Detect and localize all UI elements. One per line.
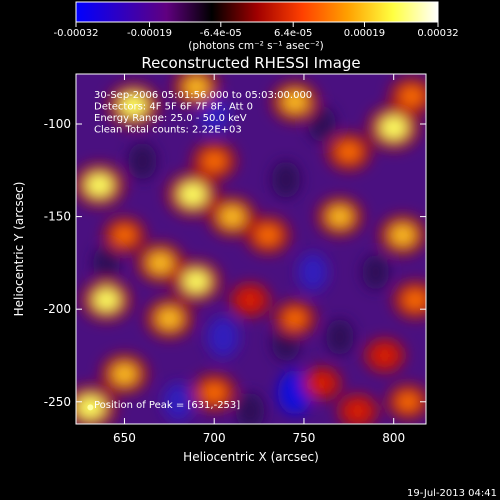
y-tick-label: -250 bbox=[44, 395, 71, 409]
info-line: Clean Total counts: 2.22E+03 bbox=[94, 125, 242, 136]
colorbar-tick-label: -6.4e-05 bbox=[200, 28, 242, 39]
intensity-blob bbox=[184, 76, 209, 98]
intensity-blob-negative bbox=[163, 382, 194, 421]
peak-marker bbox=[87, 404, 94, 411]
x-tick-label: 700 bbox=[203, 431, 226, 445]
intensity-blob bbox=[202, 382, 226, 403]
intensity-blob bbox=[284, 309, 306, 328]
intensity-blob bbox=[282, 91, 308, 113]
intensity-blob bbox=[311, 374, 332, 392]
intensity-blob bbox=[397, 392, 419, 411]
intensity-blob-negative bbox=[362, 254, 390, 290]
intensity-blob-negative bbox=[235, 392, 265, 424]
colorbar-tick-label: -0.00019 bbox=[127, 28, 172, 39]
x-tick-label: 800 bbox=[382, 431, 405, 445]
colorbar-tick-label: -0.00032 bbox=[54, 28, 99, 39]
x-tick-label: 750 bbox=[292, 431, 315, 445]
intensity-blob bbox=[347, 402, 369, 420]
chart-title: Reconstructed RHESSI Image bbox=[141, 54, 360, 72]
plot-frame bbox=[75, 73, 427, 425]
y-axis-label: Heliocentric Y (arcsec) bbox=[12, 182, 26, 317]
intensity-blob bbox=[156, 307, 182, 330]
intensity-blob bbox=[239, 291, 261, 309]
intensity-blob-negative bbox=[92, 245, 121, 281]
y-tick-label: -200 bbox=[44, 302, 71, 316]
peak-position-label: Position of Peak = [631,-253] bbox=[94, 400, 240, 411]
intensity-blob bbox=[327, 206, 352, 227]
intensity-blob-negative bbox=[271, 161, 301, 199]
y-tick-label: -100 bbox=[44, 117, 71, 131]
intensity-blob bbox=[219, 205, 245, 228]
colorbar bbox=[75, 1, 439, 23]
colorbar-units: (photons cm⁻² s⁻¹ asec⁻²) bbox=[188, 40, 323, 52]
x-axis-label: Heliocentric X (arcsec) bbox=[183, 450, 319, 464]
intensity-blob bbox=[403, 290, 426, 310]
intensity-blob-negative bbox=[298, 253, 328, 292]
intensity-blob-negative bbox=[325, 318, 354, 355]
intensity-blob bbox=[374, 346, 396, 365]
info-line: 30-Sep-2006 05:01:56.000 to 05:03:00.000 bbox=[94, 90, 312, 101]
intensity-blob bbox=[93, 288, 120, 312]
info-line: Energy Range: 25.0 - 50.0 keV bbox=[94, 113, 247, 124]
intensity-blob bbox=[85, 173, 113, 197]
intensity-blob bbox=[337, 141, 361, 162]
intensity-blob-negative bbox=[128, 142, 157, 180]
intensity-blob bbox=[147, 252, 173, 274]
observation-info: 30-Sep-2006 05:01:56.000 to 05:03:00.000… bbox=[94, 90, 312, 136]
intensity-blob-negative bbox=[199, 95, 230, 134]
colorbar-tick-label: 6.4e-05 bbox=[274, 28, 312, 39]
colorbar-tick-label: 0.00019 bbox=[344, 28, 385, 39]
y-tick-label: -150 bbox=[44, 210, 71, 224]
intensity-blob-negative bbox=[207, 316, 240, 358]
x-tick-label: 650 bbox=[113, 431, 136, 445]
plot-area bbox=[76, 74, 426, 424]
info-line: Detectors: 4F 5F 6F 7F 8F, Att 0 bbox=[94, 102, 253, 113]
intensity-blob bbox=[256, 225, 280, 246]
intensity-blob bbox=[400, 86, 424, 107]
intensity-blob bbox=[202, 151, 226, 171]
intensity-blob bbox=[390, 224, 416, 246]
intensity-blob bbox=[379, 115, 408, 140]
colorbar-tick-label: 0.00032 bbox=[417, 28, 458, 39]
intensity-blob-negative bbox=[307, 106, 336, 142]
intensity-blob bbox=[112, 363, 137, 385]
intensity-blob bbox=[183, 270, 210, 293]
intensity-blob bbox=[119, 93, 148, 118]
intensity-blob bbox=[178, 182, 207, 207]
footer-timestamp: 19-Jul-2013 04:41 bbox=[407, 488, 497, 499]
axis-ticks: 650 700 750 800 -100 -150 -200 -250 bbox=[44, 74, 426, 445]
colorbar-ticks: -0.00032 -0.00019 -6.4e-05 6.4e-05 0.00019 0.… bbox=[54, 22, 459, 39]
intensity-blob bbox=[113, 225, 136, 245]
